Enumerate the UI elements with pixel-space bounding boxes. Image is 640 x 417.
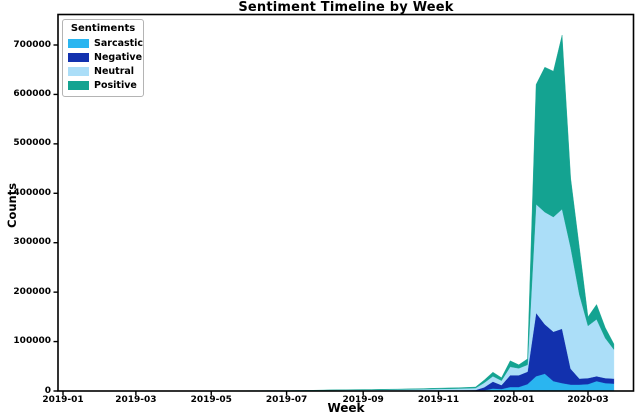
y-tick-label: 400000: [13, 187, 51, 198]
legend-label: Neutral: [94, 65, 135, 77]
y-tick-label: 100000: [13, 336, 51, 347]
x-axis-label: Week: [327, 401, 365, 415]
legend-swatch-negative: [68, 52, 89, 62]
legend-items: Sarcastic Negative Neutral Positive: [68, 36, 143, 92]
legend-label: Positive: [94, 79, 137, 91]
y-tick-label: 600000: [13, 88, 51, 99]
x-tick-label: 2019-11: [417, 395, 460, 405]
x-tick-label: 2019-03: [115, 395, 157, 405]
legend-swatch-neutral: [68, 66, 89, 76]
legend-swatch-positive: [68, 80, 89, 90]
legend: Sentiments Sarcastic Negative Neutral Posit…: [62, 19, 144, 97]
y-tick-label: 200000: [13, 286, 51, 297]
legend-item-positive: Positive: [68, 78, 138, 92]
legend-item-sarcastic: Sarcastic: [68, 36, 143, 50]
legend-item-negative: Negative: [68, 50, 142, 64]
legend-label: Negative: [94, 51, 143, 63]
chart-title: Sentiment Timeline by Week: [238, 0, 454, 15]
y-tick-label: 700000: [13, 39, 51, 50]
legend-label: Sarcastic: [94, 37, 144, 49]
x-tick-label: 2019-07: [265, 395, 308, 405]
x-tick-label: 2019-09: [342, 395, 384, 405]
y-tick-label: 300000: [13, 237, 51, 248]
y-tick-label: 500000: [13, 138, 51, 149]
legend-item-neutral: Neutral: [68, 64, 138, 78]
y-tick-label: 0: [44, 385, 51, 396]
x-tick-label: 2020-03: [567, 395, 609, 405]
x-tick-label: 2019-05: [190, 395, 232, 405]
x-tick-label: 2020-01: [493, 395, 535, 405]
legend-swatch-sarcastic: [68, 38, 89, 48]
plot-border: [57, 13, 635, 392]
legend-title: Sentiments: [70, 23, 136, 34]
x-tick-label: 2019-01: [42, 395, 84, 405]
